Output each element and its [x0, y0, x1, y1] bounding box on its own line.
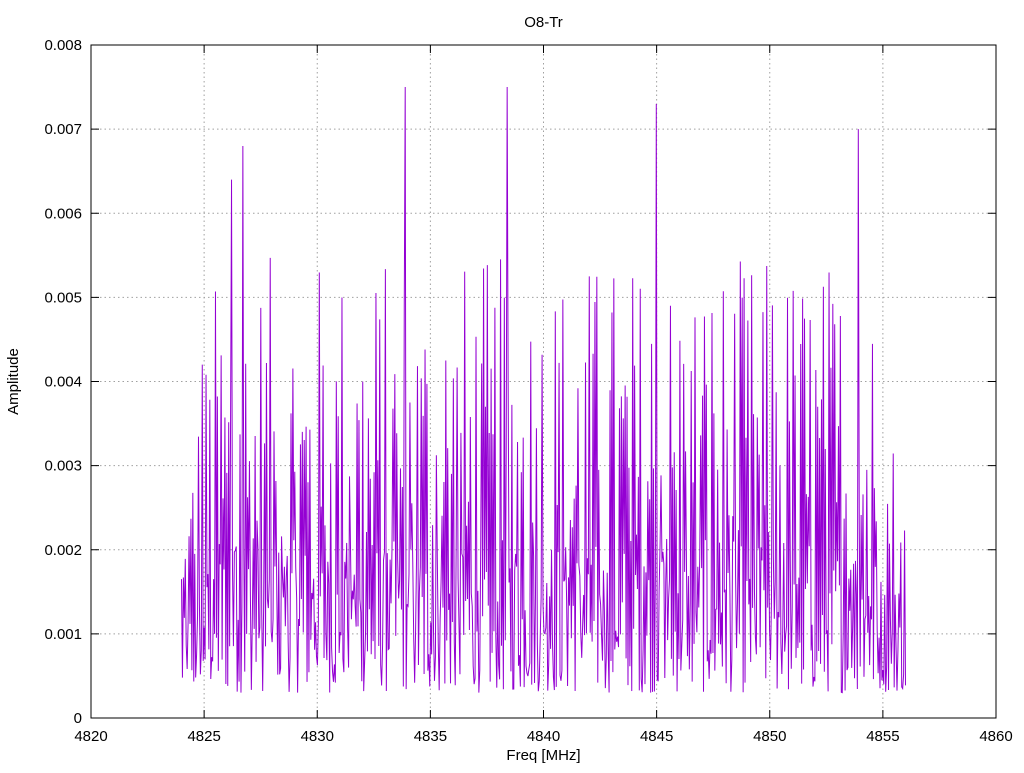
y-tick-label: 0.005: [44, 289, 82, 306]
series-layer: [181, 87, 906, 694]
x-tick-label: 4830: [301, 728, 334, 745]
x-tick-label: 4835: [414, 728, 447, 745]
y-tick-label: 0.004: [44, 374, 82, 391]
y-tick-label: 0.002: [44, 542, 82, 559]
x-tick-label: 4855: [866, 728, 899, 745]
y-tick-label: 0.007: [44, 121, 82, 138]
axis-ticks: 4820 4825 4830 4835 4840 4845 4850 4855 4860 0 0.0…: [44, 37, 1012, 745]
x-tick-label: 4850: [753, 728, 786, 745]
y-tick-label: 0.008: [44, 37, 82, 54]
x-tick-label: 4820: [74, 728, 107, 745]
y-axis-label: Amplitude: [5, 348, 22, 415]
y-tick-label: 0: [74, 710, 82, 727]
y-tick-label: 0.001: [44, 626, 82, 643]
x-tick-label: 4825: [187, 728, 220, 745]
x-tick-label: 4860: [979, 728, 1012, 745]
chart-title: O8-Tr: [524, 14, 563, 31]
y-tick-label: 0.003: [44, 458, 82, 475]
x-tick-label: 4840: [527, 728, 560, 745]
y-tick-label: 0.006: [44, 205, 82, 222]
x-axis-label: Freq [MHz]: [506, 747, 580, 764]
spectrum-series-line: [181, 87, 906, 694]
x-tick-label: 4845: [640, 728, 673, 745]
